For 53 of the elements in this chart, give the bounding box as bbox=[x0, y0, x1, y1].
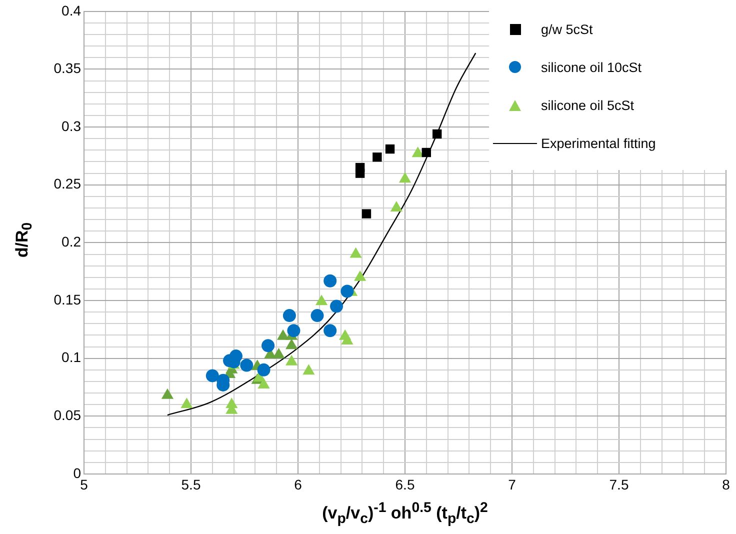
point bbox=[180, 398, 193, 408]
point bbox=[276, 329, 290, 340]
point bbox=[286, 338, 298, 350]
point bbox=[385, 144, 395, 154]
x-tick-label: 6.5 bbox=[395, 476, 415, 492]
y-tick-label: 0.05 bbox=[54, 407, 82, 424]
line-series bbox=[166, 52, 476, 416]
legend-label: Experimental fitting bbox=[541, 136, 656, 150]
legend-label: g/w 5cSt bbox=[541, 22, 593, 36]
point bbox=[324, 324, 337, 338]
text: (v$_{p}$/v$_{c}$)$^{-1}$ oh$^{0.5}$ (t$_{p}$/t$_{c}$)$^{2}$ bbox=[322, 500, 488, 528]
point bbox=[206, 369, 219, 382]
point bbox=[350, 247, 362, 258]
point bbox=[412, 146, 424, 158]
x-tick-label: 6 bbox=[294, 476, 302, 492]
point bbox=[398, 172, 412, 183]
y-tick-label: 0.1 bbox=[62, 349, 82, 366]
y-tick-label: 0 bbox=[73, 464, 82, 481]
point bbox=[422, 148, 431, 158]
point bbox=[262, 339, 275, 352]
point bbox=[355, 168, 365, 178]
point bbox=[240, 358, 254, 372]
point bbox=[287, 324, 300, 338]
point bbox=[257, 363, 270, 376]
point bbox=[354, 270, 366, 281]
point bbox=[272, 348, 285, 358]
y-tick-label: 0.3 bbox=[62, 118, 82, 134]
point bbox=[390, 201, 402, 212]
y-tick-label: 0.35 bbox=[54, 60, 82, 76]
point bbox=[362, 209, 372, 218]
point bbox=[310, 309, 324, 322]
x-tick-label: 5.5 bbox=[181, 476, 201, 492]
point bbox=[302, 364, 315, 375]
point bbox=[432, 129, 442, 139]
y-tick-label: 0.15 bbox=[54, 291, 82, 308]
point bbox=[282, 309, 296, 322]
point bbox=[258, 378, 270, 388]
x-tick-label: 7 bbox=[508, 476, 516, 492]
x-tick-label: 5 bbox=[80, 476, 88, 492]
point bbox=[372, 152, 382, 162]
x-tick-label: 8 bbox=[722, 476, 730, 492]
y-tick-label: 0.25 bbox=[54, 176, 82, 192]
point bbox=[161, 388, 174, 399]
point bbox=[340, 284, 354, 298]
point bbox=[286, 354, 298, 366]
point bbox=[324, 274, 337, 288]
point bbox=[330, 300, 344, 313]
legend-label: silicone oil 10cSt bbox=[541, 60, 642, 74]
y-tick-label: 0.2 bbox=[62, 234, 82, 250]
x-tick-label: 7.5 bbox=[609, 476, 629, 492]
point bbox=[315, 294, 328, 306]
legend-label: silicone oil 5cSt bbox=[541, 98, 634, 112]
y-tick-label: 0.4 bbox=[62, 2, 82, 18]
